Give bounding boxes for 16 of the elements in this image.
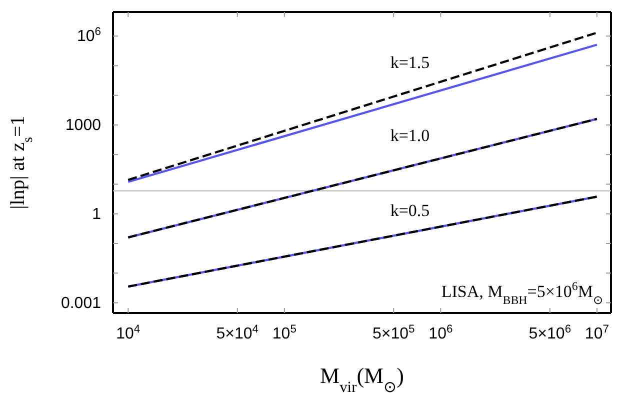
x-tick-label: 10$^{5}$ bbox=[272, 323, 296, 342]
x-tick-label: 5×10$^{4}$ bbox=[216, 323, 259, 342]
y-tick-label: 10$^{6}$ bbox=[76, 26, 101, 46]
x-tick-label: 5×10$^{6}$ bbox=[528, 323, 572, 342]
y-tick-label: 1000 bbox=[65, 117, 102, 134]
x-tick-label: 10$^{6}$ bbox=[428, 323, 453, 342]
x-tick-label: 5×10$^{5}$ bbox=[372, 323, 415, 342]
x-axis-title: M$_{vir}$(M$_{⊙}$) bbox=[320, 363, 404, 393]
annotation: k=0.5 bbox=[390, 200, 430, 220]
y-tick-label: 0.001 bbox=[60, 294, 102, 312]
annotation: LISA, M$_{BBH}$=5×10$^{6}$M$_{⊙}$ bbox=[441, 279, 603, 307]
x-tick-label: 10$^{7}$ bbox=[584, 323, 609, 342]
annotation: k=1.5 bbox=[390, 52, 430, 72]
y-tick-label: 1 bbox=[92, 206, 102, 223]
x-tick-label: 10$^{4}$ bbox=[116, 323, 140, 342]
annotation: k=1.0 bbox=[390, 126, 430, 145]
